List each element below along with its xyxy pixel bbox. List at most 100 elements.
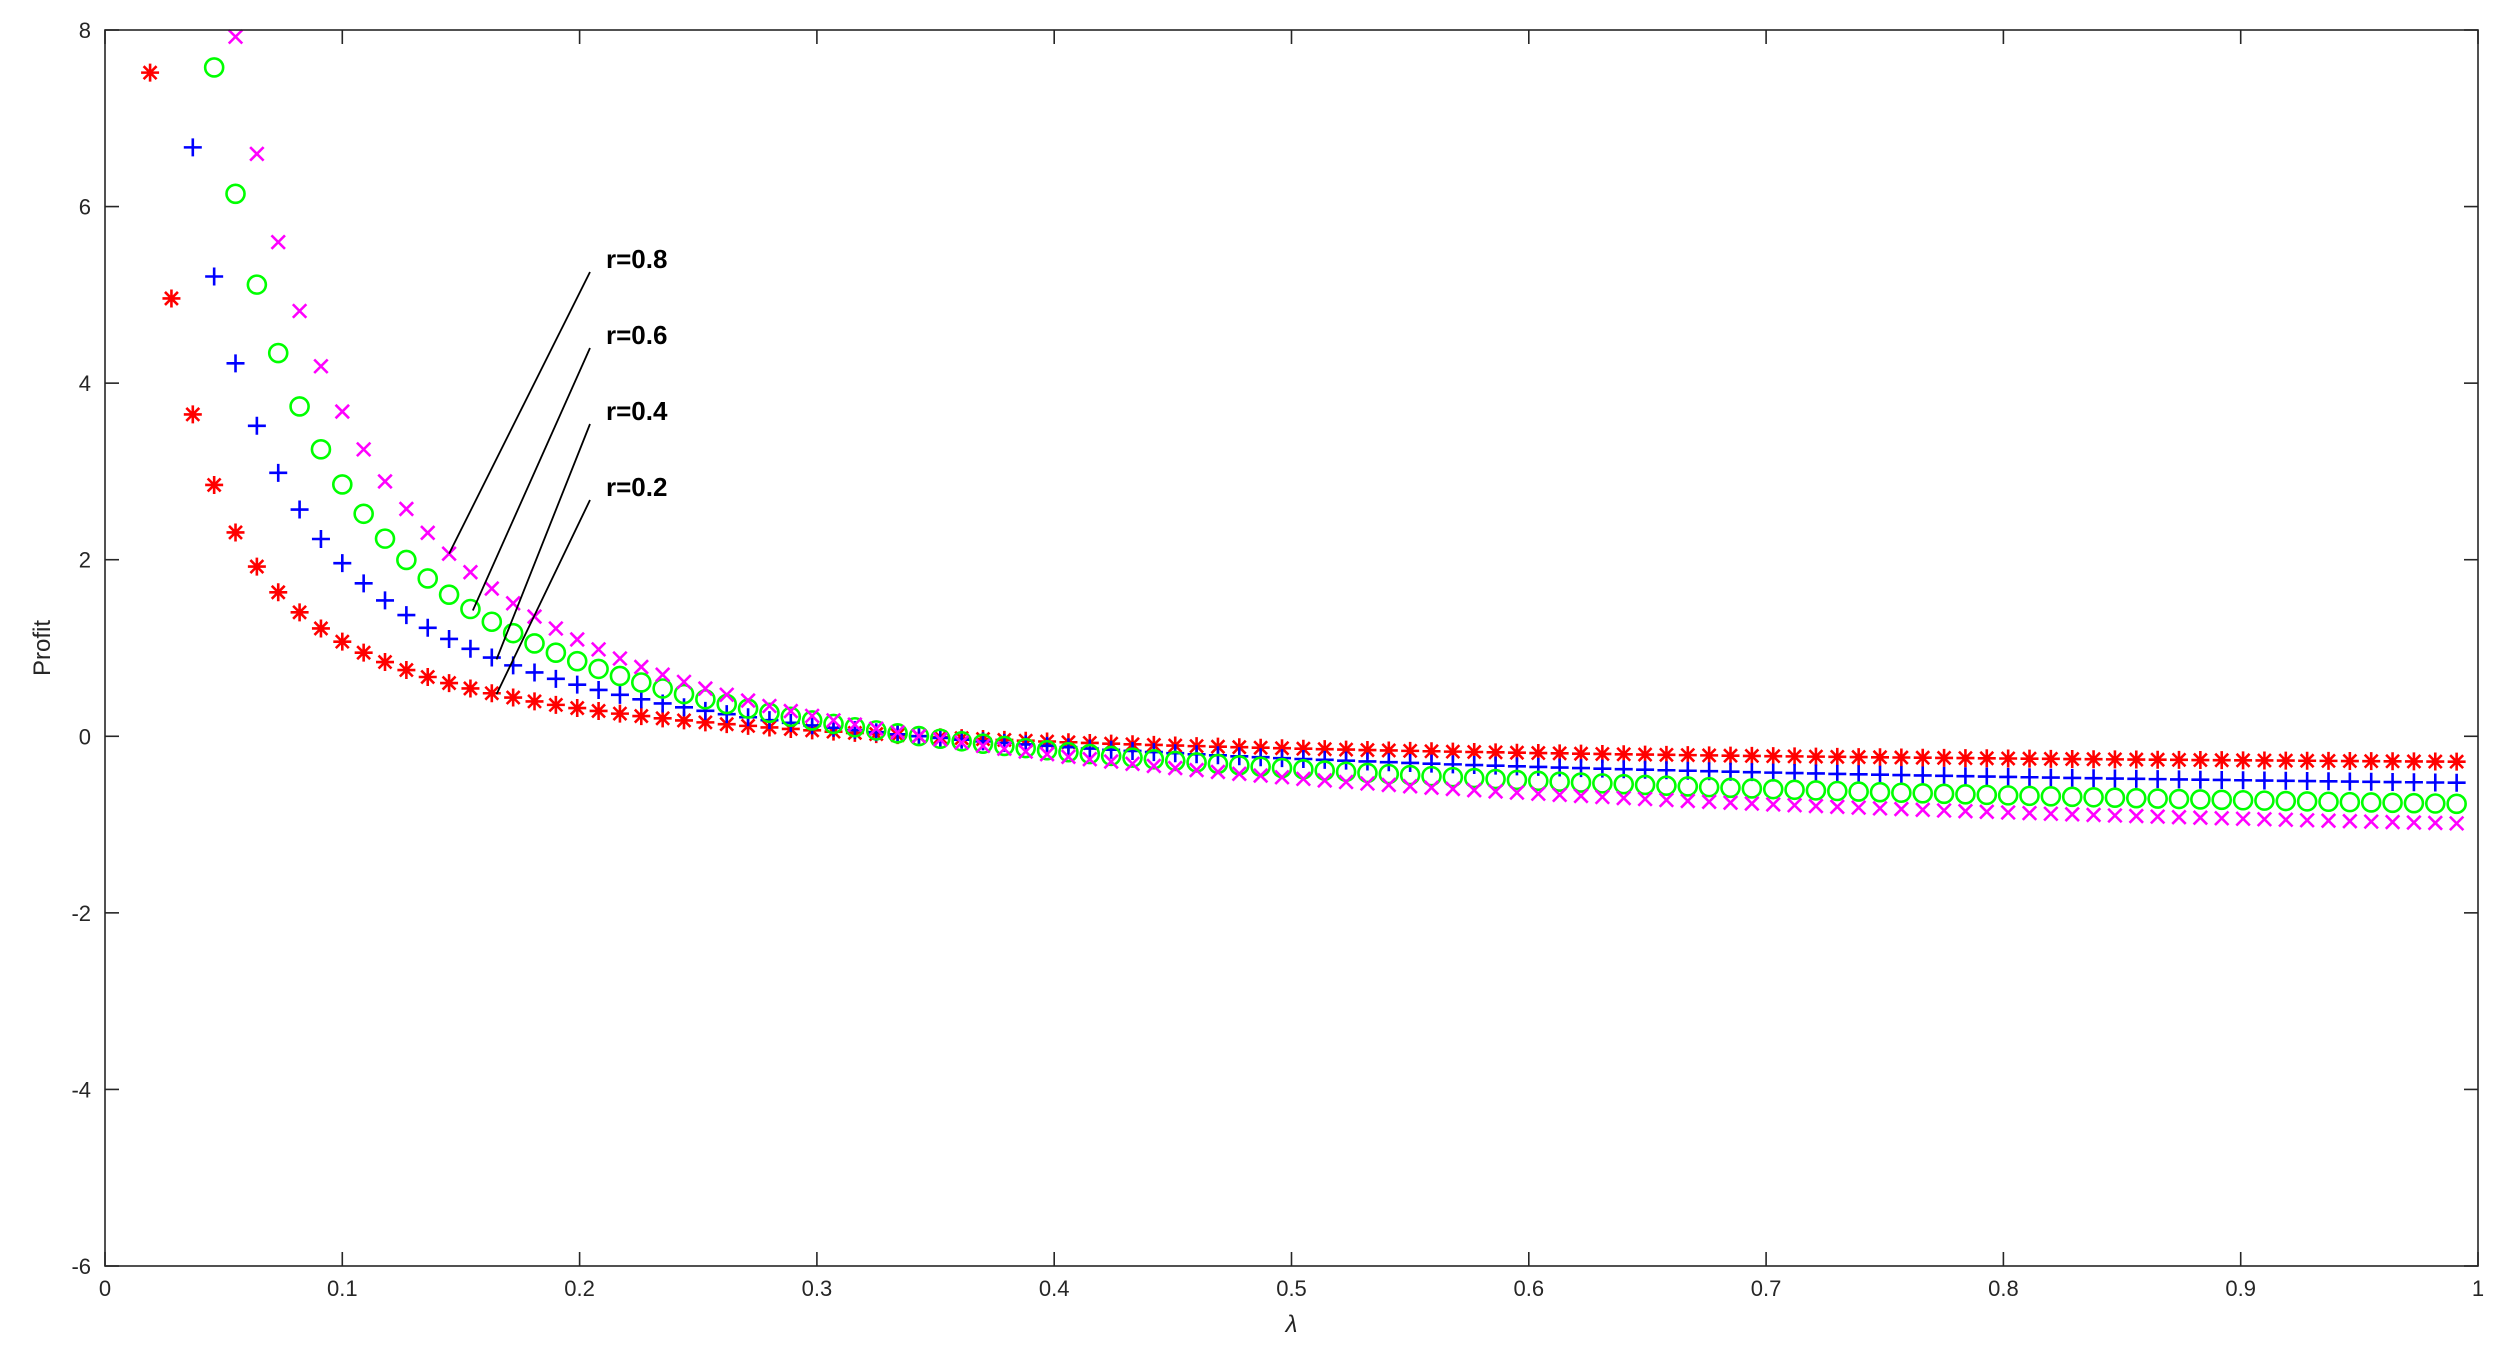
- data-point-plus: [440, 629, 459, 648]
- data-point-asterisk: [717, 715, 736, 734]
- data-point-circle: [1955, 784, 1976, 805]
- data-point-x: [1124, 756, 1141, 772]
- data-point-asterisk: [1507, 743, 1526, 762]
- data-point-circle: [2061, 786, 2083, 808]
- data-point-asterisk: [397, 661, 416, 680]
- series-annotation-label: r=0.2: [606, 472, 667, 502]
- data-point-x: [313, 358, 329, 374]
- annotation-leader-line: [495, 423, 591, 660]
- data-point-plus: [610, 685, 629, 704]
- data-point-asterisk: [311, 619, 330, 638]
- data-point-x: [377, 473, 393, 490]
- data-point-plus: [2340, 772, 2359, 791]
- data-point-circle: [1592, 773, 1613, 794]
- annotation-leader-line: [471, 347, 591, 611]
- data-point-plus: [2255, 771, 2274, 790]
- data-point-plus: [311, 530, 330, 549]
- data-point-circle: [844, 716, 866, 738]
- data-point-plus: [1828, 764, 1847, 783]
- y-tick-label: -2: [71, 901, 91, 926]
- data-point-asterisk: [1529, 744, 1548, 763]
- data-point-x: [1680, 793, 1696, 809]
- data-point-x: [719, 687, 735, 703]
- data-point-asterisk: [461, 679, 480, 698]
- data-point-x: [355, 441, 372, 458]
- annotation-leader-line: [448, 271, 591, 555]
- data-point-circle: [1485, 768, 1506, 790]
- data-point-circle: [2424, 793, 2446, 814]
- data-point-circle: [1762, 778, 1784, 800]
- data-point-asterisk: [1273, 739, 1292, 758]
- data-point-asterisk: [1913, 748, 1932, 767]
- data-point-asterisk: [1871, 748, 1889, 767]
- data-point-asterisk: [589, 701, 608, 720]
- data-point-x: [420, 525, 436, 541]
- data-point-asterisk: [696, 713, 715, 732]
- data-point-asterisk: [482, 684, 501, 703]
- data-point-circle: [887, 723, 908, 744]
- data-point-x: [2043, 806, 2059, 822]
- data-point-circle: [1143, 749, 1165, 770]
- data-point-circle: [2296, 791, 2318, 812]
- data-point-circle: [1613, 773, 1635, 795]
- data-point-asterisk: [2404, 752, 2423, 771]
- data-point-asterisk: [1379, 741, 1398, 760]
- data-point-x: [1167, 760, 1183, 776]
- data-point-plus: [376, 591, 395, 610]
- data-point-plus: [333, 554, 352, 573]
- data-point-plus: [1486, 756, 1505, 775]
- data-point-circle: [1826, 780, 1848, 802]
- plot-frame: [104, 29, 2479, 1267]
- data-point-x: [2192, 810, 2209, 826]
- data-point-circle: [1869, 781, 1891, 803]
- data-point-circle: [2019, 785, 2040, 807]
- data-point-asterisk: [1935, 748, 1954, 767]
- data-point-plus: [1892, 766, 1911, 785]
- data-point-x: [227, 29, 244, 45]
- data-point-circle: [1122, 747, 1143, 768]
- data-point-plus: [1443, 755, 1462, 774]
- data-point-plus: [2404, 773, 2423, 792]
- data-point-circle: [396, 549, 417, 571]
- data-point-plus: [205, 267, 224, 286]
- data-point-asterisk: [2298, 751, 2317, 770]
- data-point-x: [1872, 800, 1888, 817]
- data-point-asterisk: [525, 692, 544, 711]
- data-point-plus: [546, 669, 565, 688]
- data-point-x: [1188, 762, 1205, 778]
- data-point-plus: [2298, 772, 2317, 791]
- data-point-x: [2427, 815, 2443, 831]
- data-point-circle: [1506, 769, 1528, 791]
- data-point-plus: [1337, 751, 1356, 770]
- data-point-x: [334, 403, 350, 420]
- data-point-x: [2256, 811, 2273, 827]
- data-point-plus: [675, 698, 694, 717]
- data-point-x: [1103, 753, 1119, 770]
- data-point-plus: [589, 680, 608, 699]
- data-point-x: [825, 712, 842, 729]
- data-point-circle: [1015, 737, 1037, 759]
- data-point-asterisk: [546, 695, 565, 714]
- data-point-x: [1915, 802, 1931, 818]
- data-point-circle: [2083, 786, 2104, 808]
- data-point-circle: [2446, 793, 2467, 815]
- data-point-x: [1402, 778, 1418, 794]
- data-point-plus: [1358, 752, 1377, 771]
- data-point-circle: [1677, 776, 1699, 797]
- data-point-plus: [1849, 765, 1868, 784]
- data-point-asterisk: [504, 688, 523, 707]
- data-point-x: [291, 303, 308, 319]
- data-point-x: [249, 146, 265, 162]
- axis-ticks: 0 0.1 0.2 0.3 0.4 0.5 0.6 0.7 0.8 0.9 1 -6 -4 -2 0 2 4 6 8: [71, 18, 2484, 1301]
- data-point-asterisk: [141, 63, 160, 82]
- data-point-circle: [1442, 766, 1464, 788]
- data-point-circle: [2211, 789, 2233, 811]
- data-point-plus: [418, 618, 437, 637]
- data-point-x: [590, 641, 607, 658]
- x-tick-label: 0.7: [1751, 1276, 1782, 1301]
- data-point-circle: [801, 710, 823, 731]
- data-point-asterisk: [162, 289, 181, 308]
- data-point-asterisk: [1678, 746, 1697, 765]
- data-point-asterisk: [1315, 740, 1334, 759]
- data-point-x: [804, 708, 820, 724]
